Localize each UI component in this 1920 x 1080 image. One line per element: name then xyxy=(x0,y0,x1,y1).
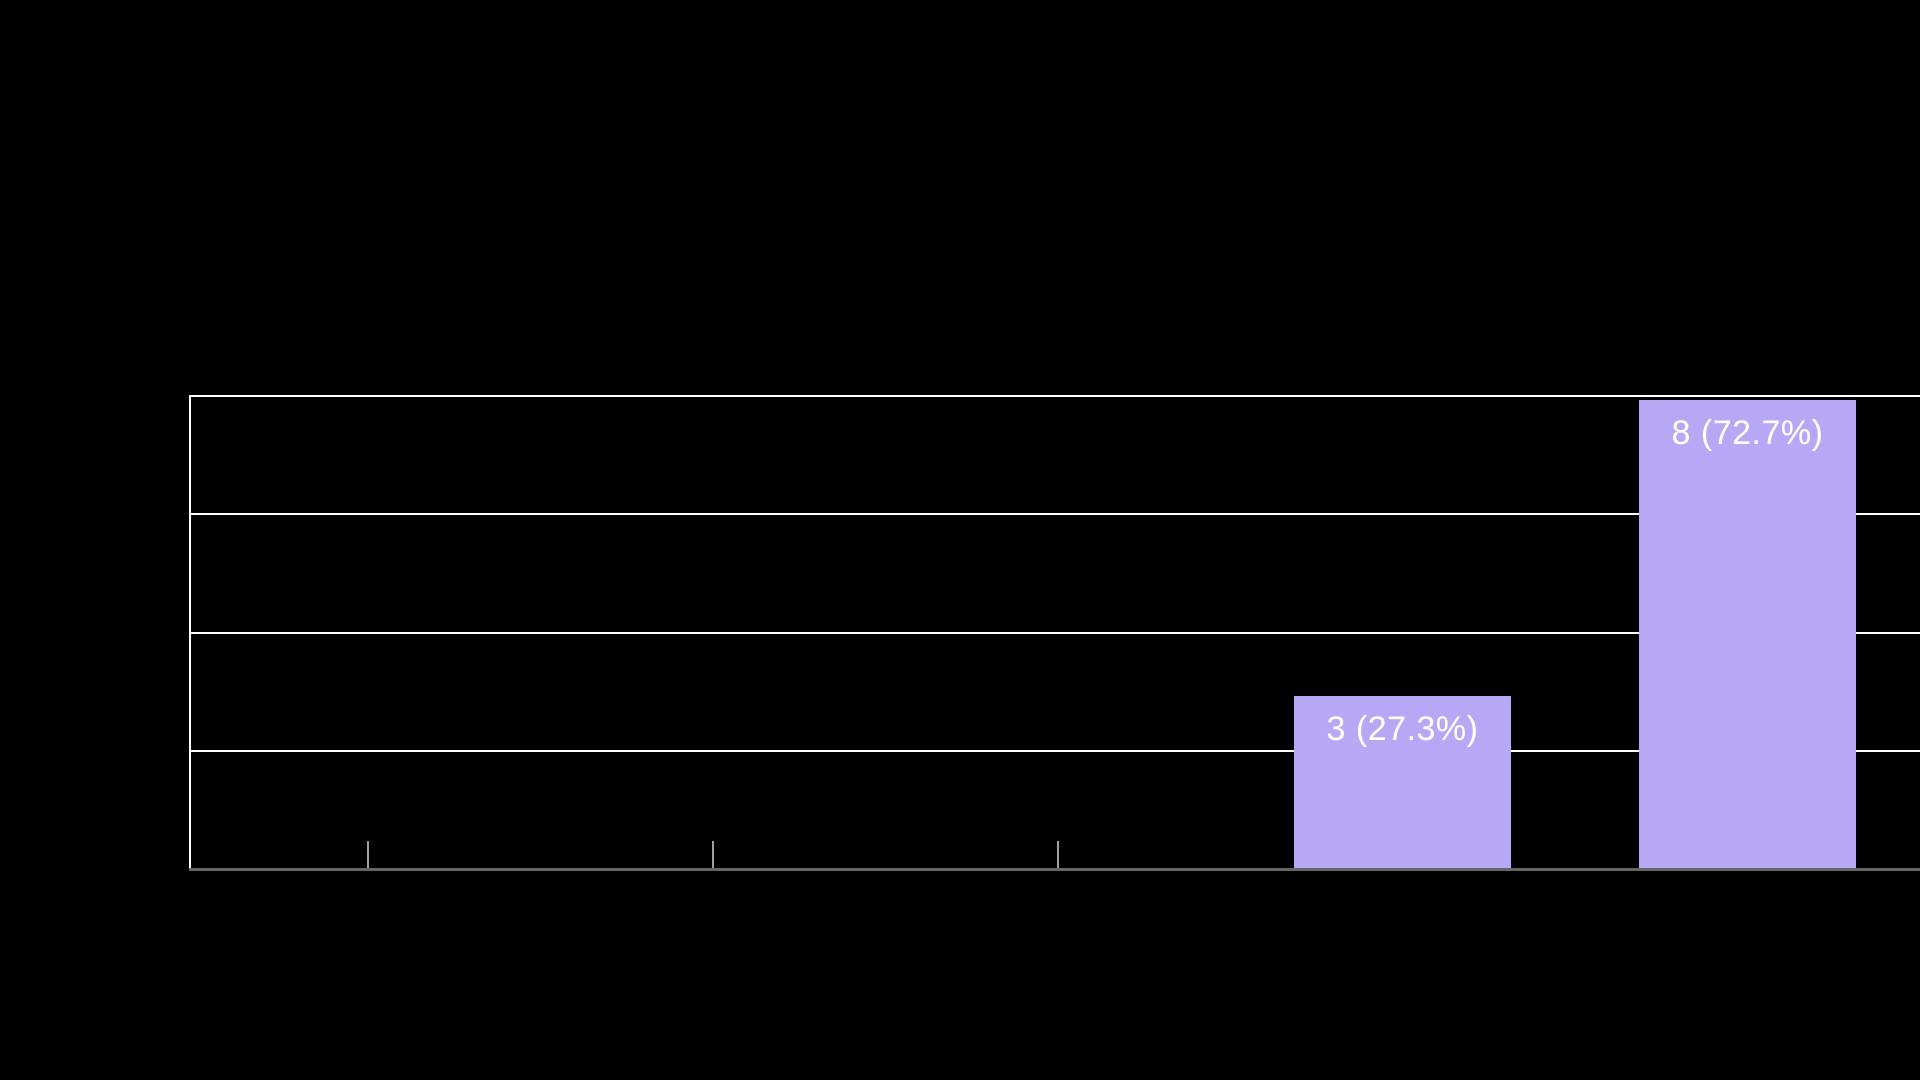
bar: 3 (27.3%) xyxy=(1294,695,1511,870)
bar-value-label: 3 (27.3%) xyxy=(1326,709,1479,748)
bar-value-label: 8 (72.7%) xyxy=(1671,414,1824,452)
y-axis-line xyxy=(189,395,191,871)
x-axis-tick xyxy=(366,841,369,869)
y-gridline xyxy=(191,395,1920,397)
bar: 8 (72.7%) xyxy=(1639,400,1856,870)
x-axis-line xyxy=(189,868,1920,871)
y-gridline xyxy=(191,631,1920,634)
x-axis-tick xyxy=(1056,841,1059,869)
y-gridline xyxy=(191,513,1920,516)
x-axis-tick xyxy=(711,841,714,869)
y-gridline xyxy=(191,749,1920,752)
